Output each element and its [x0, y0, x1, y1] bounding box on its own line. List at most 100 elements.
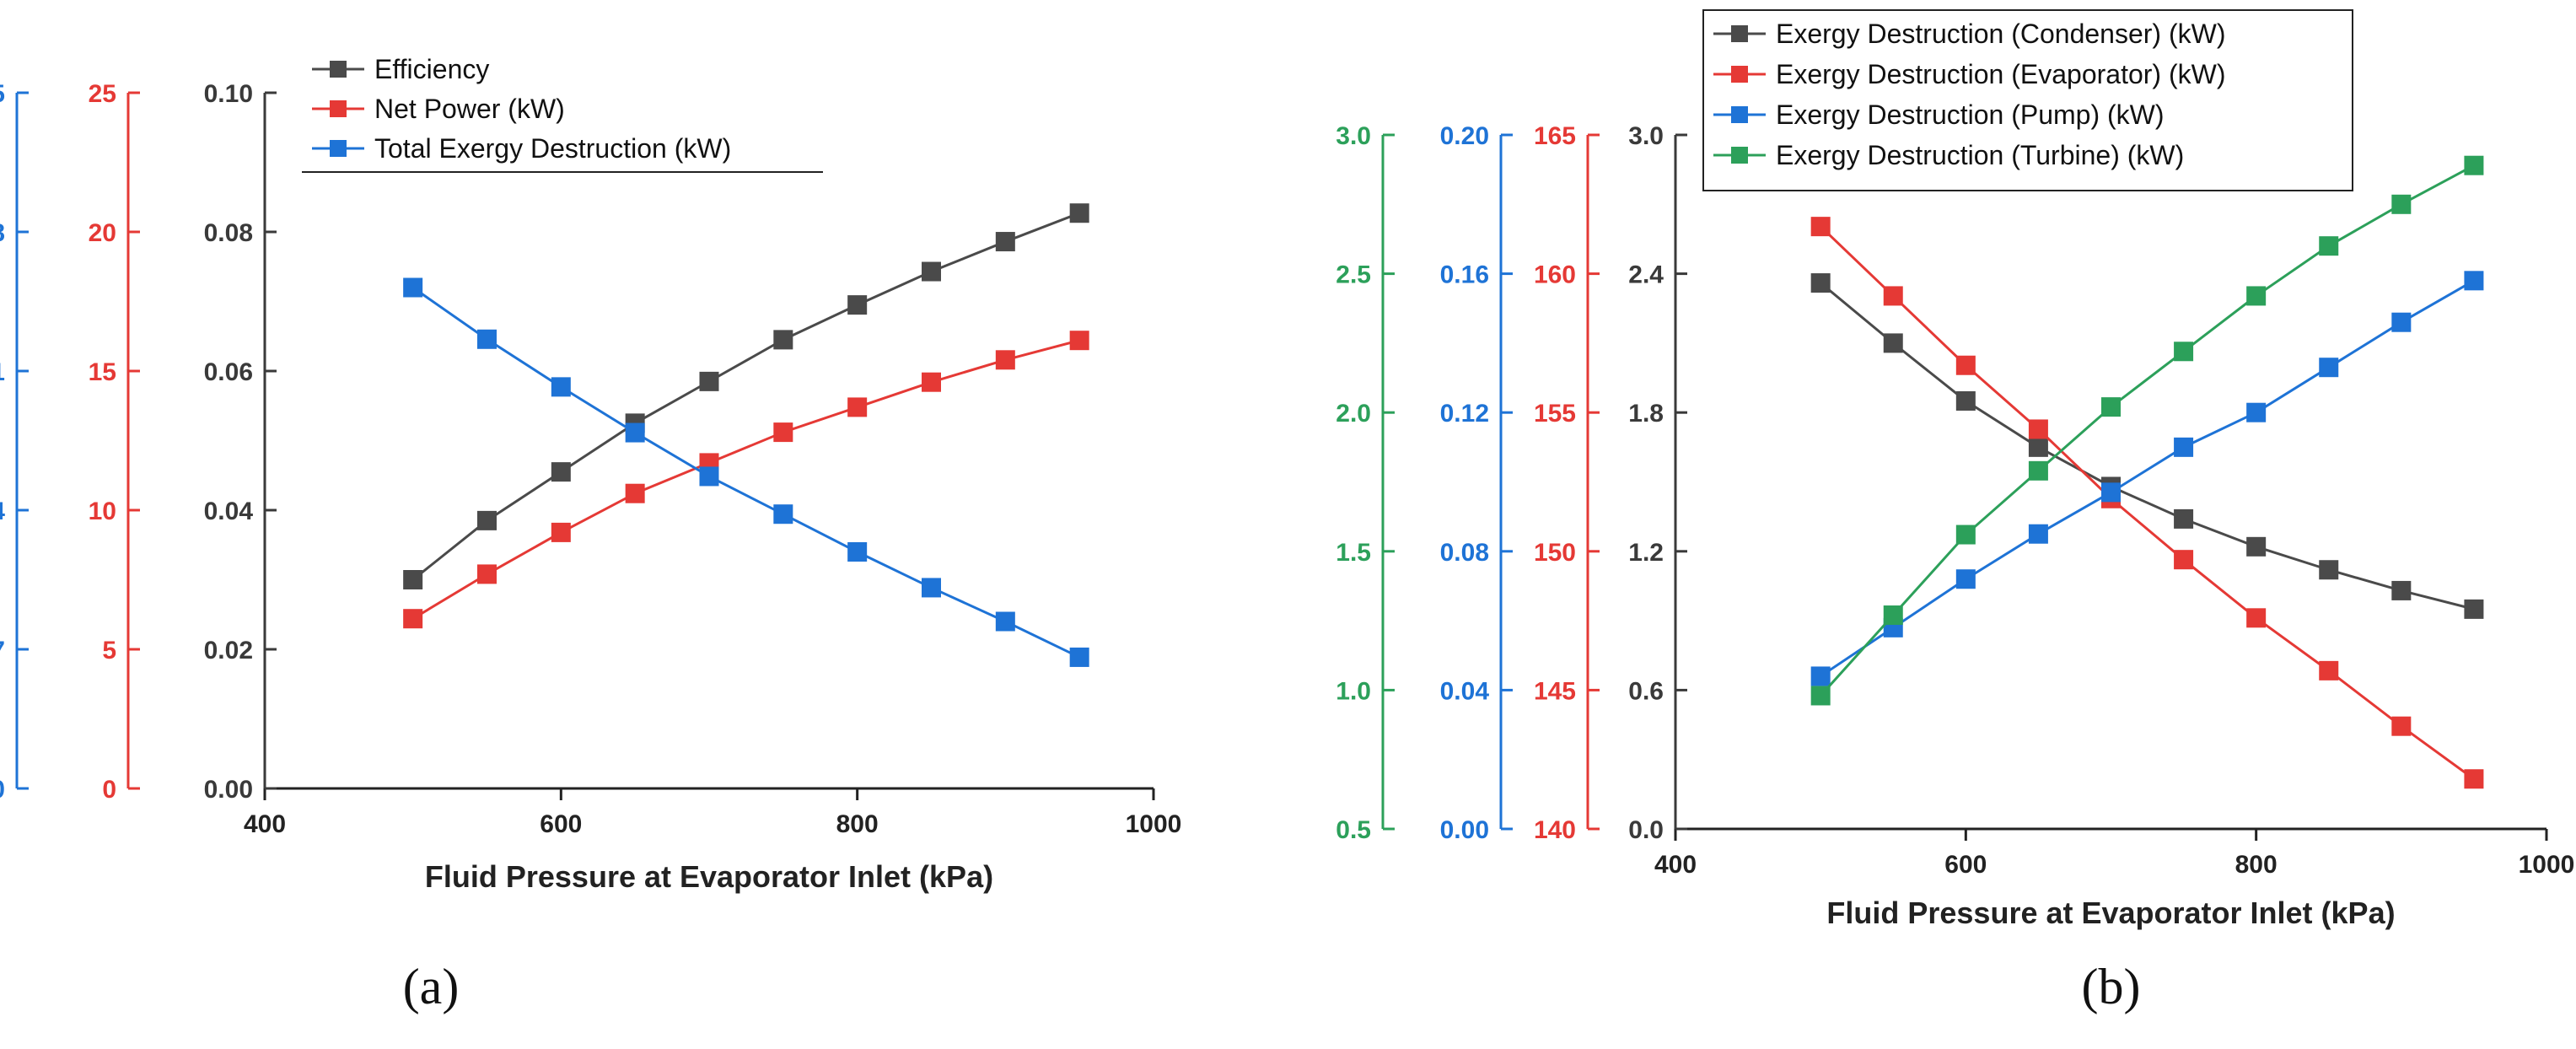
data-point — [403, 277, 423, 298]
y-tick-label-power: 0 — [102, 776, 116, 804]
panel-caption: (a) — [403, 959, 460, 1014]
data-point — [1883, 333, 1903, 353]
x-tick-label: 600 — [1944, 851, 1987, 879]
data-point — [1883, 605, 1903, 626]
data-point — [2028, 460, 2048, 481]
y-tick-label-power: 20 — [89, 219, 116, 247]
y-tick-label-eff: 0.00 — [204, 776, 253, 804]
data-point — [625, 483, 645, 503]
y-tick-label-power: 25 — [89, 80, 116, 108]
data-point — [1069, 331, 1089, 351]
data-point — [2028, 437, 2048, 457]
series-line-3 — [411, 286, 1080, 659]
data-point — [403, 570, 423, 589]
y-tick-label-exergy: 168 — [0, 219, 5, 247]
data-point — [551, 377, 571, 397]
data-point — [2174, 342, 2194, 362]
data-point — [1810, 217, 1831, 237]
data-point — [922, 578, 941, 598]
data-point — [2246, 402, 2267, 422]
data-point — [2464, 769, 2484, 789]
legend-label-1: Exergy Destruction (Condenser) (kW) — [1776, 19, 2225, 49]
legend-marker-1 — [1731, 25, 1748, 42]
x-tick-label: 400 — [244, 810, 286, 838]
data-point — [1955, 355, 1976, 375]
data-point — [2028, 524, 2048, 544]
data-point — [699, 371, 719, 391]
data-point — [2464, 271, 2484, 291]
y-tick-label-cond: 1.2 — [1628, 539, 1664, 567]
data-point — [551, 462, 571, 482]
data-point — [1955, 569, 1976, 589]
chart-panel-b: 400 600 800 1000 Fluid Pressure at Evaporato… — [1336, 9, 2575, 1014]
data-point — [477, 564, 497, 584]
x-tick-label: 1000 — [2519, 851, 2575, 879]
legend-marker-2 — [330, 100, 347, 117]
data-point — [625, 422, 645, 443]
y-tick-label-eff: 0.08 — [204, 219, 253, 247]
data-point — [2028, 419, 2048, 439]
series-line-4 — [1820, 164, 2475, 697]
data-point — [2246, 608, 2267, 628]
legend-label-1: Efficiency — [374, 54, 489, 84]
y-tick-label-cond: 0.6 — [1628, 677, 1664, 705]
data-point — [403, 609, 423, 629]
data-point — [2391, 580, 2412, 600]
series-line-2 — [411, 339, 1080, 620]
y-tick-label-eff: 0.06 — [204, 358, 253, 386]
y-tick-label-turb: 1.5 — [1336, 539, 1371, 567]
data-point — [1955, 524, 1976, 545]
data-point — [847, 295, 868, 315]
data-point — [847, 397, 868, 417]
y-tick-label-turb: 1.0 — [1336, 677, 1371, 705]
data-point — [2174, 550, 2194, 570]
x-tick-label: 1000 — [1126, 810, 1182, 838]
x-tick-label: 800 — [2235, 851, 2278, 879]
data-point — [1810, 686, 1831, 706]
chart-panel-a: 400 600 800 1000 Fluid Pressure at Evaporato… — [0, 54, 1181, 1014]
data-point — [1810, 273, 1831, 293]
data-point — [551, 522, 571, 542]
data-point — [477, 329, 497, 349]
data-point — [847, 542, 868, 562]
y-tick-label-power: 10 — [89, 498, 116, 525]
y-tick-label-turb: 0.5 — [1336, 816, 1371, 844]
series-line-1 — [411, 212, 1080, 581]
legend-marker-2 — [1731, 66, 1748, 83]
data-point — [922, 261, 941, 282]
x-tick-label: 800 — [836, 810, 879, 838]
y-tick-label-cond: 1.8 — [1628, 400, 1664, 428]
series-line-2 — [1820, 225, 2475, 780]
data-point — [773, 504, 793, 524]
x-tick-label: 400 — [1654, 851, 1697, 879]
y-tick-label-eff: 0.02 — [204, 637, 253, 664]
legend-label-3: Exergy Destruction (Pump) (kW) — [1776, 100, 2165, 130]
data-point — [2319, 560, 2339, 580]
y-tick-label-cond: 3.0 — [1628, 122, 1664, 150]
data-point — [2391, 194, 2412, 214]
legend: Efficiency Net Power (kW) Total Exergy Des… — [302, 54, 823, 173]
data-point — [2174, 437, 2194, 457]
y-tick-label-evap: 145 — [1534, 677, 1576, 705]
data-point — [2174, 508, 2194, 529]
y-tick-label-evap: 150 — [1534, 539, 1576, 567]
y-tick-label-exergy: 161 — [0, 358, 5, 386]
x-axis-title: Fluid Pressure at Evaporator Inlet (kPa) — [425, 859, 993, 894]
y-tick-label-evap: 165 — [1534, 122, 1576, 150]
y-tick-label-evap: 140 — [1534, 816, 1576, 844]
y-tick-label-exergy: 154 — [0, 498, 5, 525]
y-tick-label-turb: 3.0 — [1336, 122, 1371, 150]
legend-frame — [1702, 9, 2353, 191]
data-point — [2246, 536, 2267, 557]
y-tick-label-pump: 0.16 — [1440, 261, 1489, 289]
legend-marker-4 — [1731, 147, 1748, 164]
legend-label-4: Exergy Destruction (Turbine) (kW) — [1776, 140, 2184, 170]
data-point — [995, 350, 1015, 370]
legend-marker-1 — [330, 61, 347, 78]
data-point — [1810, 666, 1831, 686]
y-tick-label-pump: 0.08 — [1440, 539, 1489, 567]
y-tick-label-turb: 2.0 — [1336, 400, 1371, 428]
y-tick-label-turb: 2.5 — [1336, 261, 1371, 289]
legend-label-2: Net Power (kW) — [374, 94, 565, 124]
panel-caption: (b) — [2082, 959, 2141, 1014]
